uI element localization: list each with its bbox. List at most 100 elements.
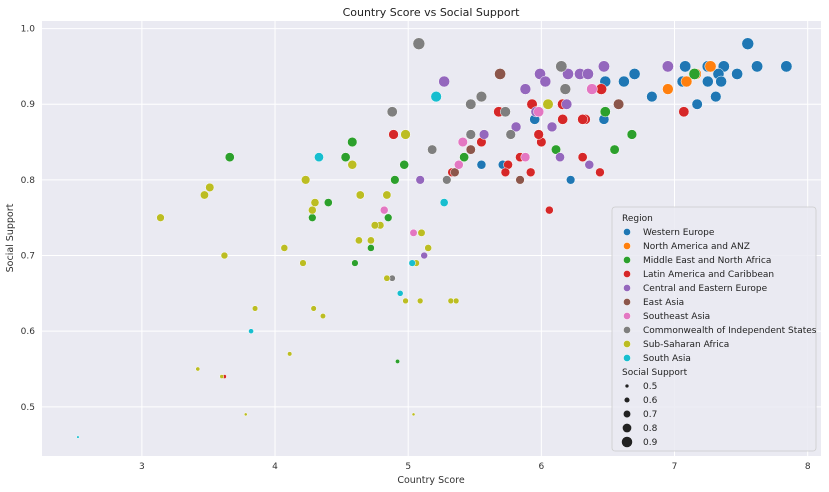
x-axis-label: Country Score [397,475,465,486]
legend-marker [623,354,631,362]
data-point [515,175,525,185]
data-point [310,198,320,207]
data-point [555,60,568,73]
size-legend-marker [623,410,631,418]
legend-marker [623,242,631,250]
legend-label: Southeast Asia [643,312,710,322]
data-point [582,68,594,80]
data-point [688,68,701,80]
data-point [382,190,392,200]
x-tick-label: 5 [405,462,411,472]
data-point [417,228,426,237]
size-legend-marker [624,397,630,403]
size-legend-label: 0.9 [643,438,658,448]
y-tick-label: 0.6 [21,327,36,337]
legend-label: Central and Eastern Europe [643,284,768,294]
legend-label: Latin America and Caribbean [643,270,774,280]
data-point [519,83,532,95]
data-point [475,91,488,103]
data-point [662,83,674,95]
data-point [545,205,554,215]
data-point [566,175,576,185]
legend-marker [623,270,631,278]
data-point [577,152,588,163]
data-point [308,213,317,222]
data-point [310,305,317,312]
data-point [500,167,511,177]
x-tick-label: 8 [805,462,811,472]
legend-marker [623,256,631,264]
data-point [430,91,442,103]
data-point [559,83,572,95]
size-legend-label: 0.8 [643,424,658,434]
data-point [533,106,545,118]
data-point [609,144,620,155]
data-point [751,60,764,73]
data-point [439,198,449,207]
data-point [384,213,393,222]
data-point [224,152,235,163]
data-point [388,129,399,140]
data-point [370,221,379,230]
legend-marker [623,284,631,292]
data-point [452,297,460,305]
data-point [340,152,351,163]
data-point [438,75,450,88]
y-tick-label: 0.8 [21,176,36,186]
data-point [646,91,658,103]
data-point [409,228,418,237]
data-point [465,129,476,140]
data-point [505,129,516,140]
data-point [680,75,693,88]
data-point [561,98,573,110]
legend-region-entries: Western Europe North America and ANZ Middl… [623,228,817,364]
data-point [661,60,674,73]
data-point [386,106,398,118]
data-point [520,152,531,163]
y-tick-label: 1.0 [21,25,36,35]
data-point [539,75,552,88]
data-point [402,297,409,305]
data-point [447,297,454,305]
data-point [412,37,426,50]
data-point [427,144,438,155]
data-point [526,167,536,177]
data-point [195,366,201,372]
data-point [457,136,468,148]
data-point [220,251,229,260]
data-point [679,60,692,73]
data-point [478,129,490,140]
y-tick-label: 0.7 [21,252,35,262]
data-point [465,144,476,155]
y-tick-label: 0.9 [21,100,36,110]
legend-label: Sub-Saharan Africa [643,340,729,350]
legend-title: Region [622,214,653,224]
size-legend-marker [622,423,632,433]
data-point [367,236,375,245]
data-point [308,205,317,215]
legend-marker [623,298,631,306]
data-point [420,251,428,260]
data-point [219,374,225,379]
data-point [494,68,506,80]
data-point [355,236,363,245]
legend-marker [623,326,631,334]
data-point [355,190,365,200]
legend-marker [623,312,631,320]
y-axis-label: Social Support [5,203,16,272]
legend-size-entries: 0.5 0.6 0.7 0.8 0.9 [621,382,658,448]
data-point [597,60,610,73]
data-point [347,159,358,170]
x-tick-label: 7 [672,462,678,472]
data-point [367,244,375,252]
data-point [200,190,209,200]
data-point [390,175,400,185]
legend-label: Middle East and North Africa [643,256,771,266]
data-point [618,75,630,88]
data-point [557,114,568,125]
data-point [678,106,690,118]
data-point [347,136,358,148]
data-point [408,259,416,267]
data-point [383,274,391,282]
data-point [613,98,625,110]
